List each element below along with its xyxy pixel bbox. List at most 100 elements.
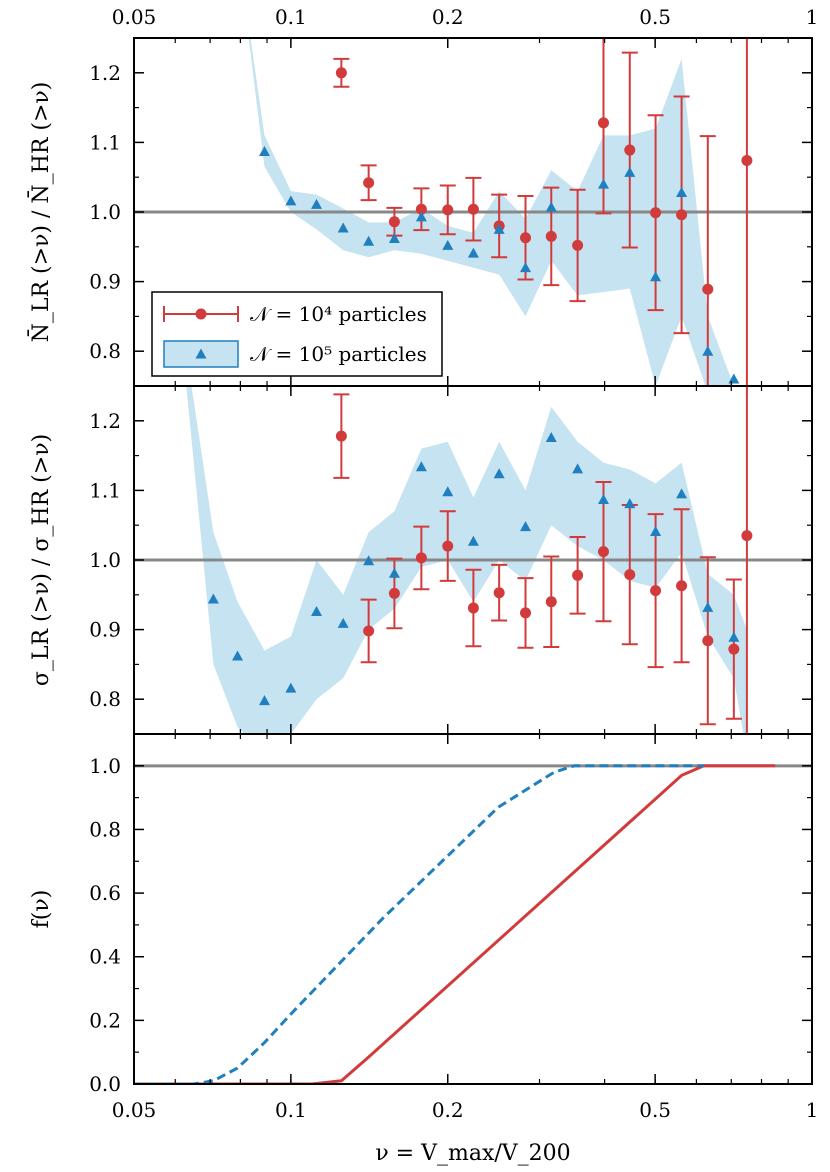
mean-ratio-lr-point — [741, 154, 753, 166]
mean-ratio-hr-point — [415, 211, 427, 222]
sigma-ratio-hr-point — [728, 631, 740, 642]
mean-ratio-lr-point — [572, 239, 584, 251]
mean-ratio-hr-point — [624, 166, 636, 177]
x-axis-title: ν = V_max/V_200 — [375, 1141, 570, 1166]
sigma-ratio-lr-point — [702, 635, 714, 647]
sigma-ratio-hr-band — [186, 386, 747, 734]
sigma-ratio-hr-point — [311, 606, 323, 617]
mean-ratio-lr-point — [388, 216, 400, 228]
sigma-ratio-lr-point — [520, 607, 532, 619]
sigma-ratio-lr-point — [467, 602, 479, 614]
y-tick-label: 0.9 — [89, 270, 121, 294]
legend: 𝒩 = 10⁴ particles 𝒩 = 10⁵ particles — [151, 291, 443, 377]
y-tick-label: 0.8 — [89, 817, 121, 841]
x-tick-label-top: 0.2 — [432, 5, 464, 29]
legend-lr-label: 𝒩 = 10⁴ particles — [250, 302, 427, 326]
axes-layer: 0.8 0.9 1.0 1.1 1.2 N̄_LR (>ν) / N̄_HR (>ν) 0.… — [27, 5, 818, 1166]
sigma-ratio-hr-point — [650, 525, 662, 536]
f-nu-hr-line — [134, 764, 704, 1084]
x-tick-label-top: 0.05 — [112, 5, 157, 29]
mean-ratio-lr-point — [442, 204, 454, 216]
sigma-ratio-hr-point — [597, 493, 609, 504]
mean-ratio-lr-point — [676, 209, 688, 221]
sigma-ratio-lr-point — [676, 580, 688, 592]
mean-ratio-lr-point — [650, 207, 662, 219]
x-tick-label-top: 0.5 — [639, 5, 671, 29]
y-tick-label: 0.8 — [89, 687, 121, 711]
x-tick-label-top: 0.1 — [275, 5, 307, 29]
x-tick-label-top: 1 — [806, 5, 819, 29]
sigma-ratio-ylabel: σ_LR (>ν) / σ_HR (>ν) — [29, 434, 54, 686]
y-tick-label: 1.0 — [89, 548, 121, 572]
mean-ratio-hr-point — [650, 271, 662, 282]
sigma-ratio-hr-point — [702, 601, 714, 612]
y-tick-label: 1.1 — [89, 478, 121, 502]
y-tick-label: 1.2 — [89, 61, 121, 85]
sigma-ratio-lr-point — [335, 430, 347, 442]
f-nu-frame — [133, 733, 813, 1085]
mean-ratio-hr-point — [676, 187, 688, 198]
legend-hr-marker — [195, 348, 207, 359]
x-tick-label: 0.05 — [112, 1098, 157, 1122]
sigma-ratio-hr-point — [467, 535, 479, 546]
sigma-ratio-lr-point — [572, 569, 584, 581]
data-layer — [134, 38, 776, 1084]
mean-ratio-hr-point — [285, 195, 297, 206]
y-tick-label: 0.6 — [89, 881, 121, 905]
x-tick-label: 0.1 — [275, 1098, 307, 1122]
legend-lr-marker — [195, 308, 207, 320]
mean-ratio-hr-point — [520, 262, 532, 273]
sigma-ratio-hr-point — [388, 567, 400, 578]
sigma-ratio-lr-point — [650, 585, 662, 597]
mean-ratio-hr-point — [259, 145, 271, 156]
mean-ratio-hr-point — [545, 201, 557, 212]
sigma-ratio-hr-point — [207, 593, 219, 604]
mean-ratio-lr-point — [363, 177, 375, 189]
sigma-ratio-lr-point — [545, 596, 557, 608]
mean-ratio-hr-point — [442, 239, 454, 250]
mean-ratio-hr-point — [467, 247, 479, 258]
sigma-ratio-hr-point — [337, 617, 349, 628]
sigma-ratio-hr-point — [493, 468, 505, 479]
mean-ratio-lr-point — [597, 117, 609, 129]
mean-ratio-hr-point — [702, 345, 714, 356]
mean-ratio-lr-point — [335, 67, 347, 79]
mean-ratio-lr-point — [624, 144, 636, 156]
y-tick-label: 1.0 — [89, 754, 121, 778]
mean-ratio-lr-point — [520, 232, 532, 244]
y-tick-label: 0.0 — [89, 1072, 121, 1096]
sigma-ratio-hr-point — [624, 498, 636, 509]
y-tick-label: 1.2 — [89, 409, 121, 433]
sigma-ratio-hr-point — [363, 555, 375, 566]
uncertainty-bands — [186, 38, 747, 734]
mean-ratio-hr-point — [337, 222, 349, 233]
mean-ratio-hr-point — [311, 198, 323, 209]
y-tick-label: 1.1 — [89, 130, 121, 154]
sigma-ratio-hr-point — [232, 650, 244, 661]
sigma-ratio-lr-point — [597, 546, 609, 558]
x-tick-label: 0.2 — [432, 1098, 464, 1122]
sigma-ratio-lr-point — [624, 569, 636, 581]
sigma-ratio-lr-point — [415, 552, 427, 564]
mean-ratio-hr-point — [597, 178, 609, 189]
sigma-ratio-lr-point — [442, 540, 454, 552]
mean-ratio-lr-point — [415, 203, 427, 215]
sigma-ratio-lr-point — [388, 587, 400, 599]
sigma-ratio-hr-point — [442, 486, 454, 497]
mean-ratio-lr-point — [545, 230, 557, 242]
f-nu-lr-line — [134, 764, 776, 1084]
y-tick-label: 0.2 — [89, 1008, 121, 1032]
sigma-ratio-hr-point — [676, 488, 688, 499]
sigma-ratio-lr-point — [363, 625, 375, 637]
mean-ratio-hr-point — [388, 232, 400, 243]
mean-ratio-hr-point — [363, 235, 375, 246]
y-tick-label: 0.9 — [89, 618, 121, 642]
mean-ratio-lr-point — [702, 283, 714, 295]
y-tick-label: 1.0 — [89, 200, 121, 224]
sigma-ratio-hr-point — [415, 461, 427, 472]
f-nu-ylabel: f(ν) — [29, 890, 54, 929]
mean-ratio-lr-point — [467, 203, 479, 215]
legend-hr-label: 𝒩 = 10⁵ particles — [250, 342, 427, 366]
sigma-ratio-hr-point — [572, 463, 584, 474]
